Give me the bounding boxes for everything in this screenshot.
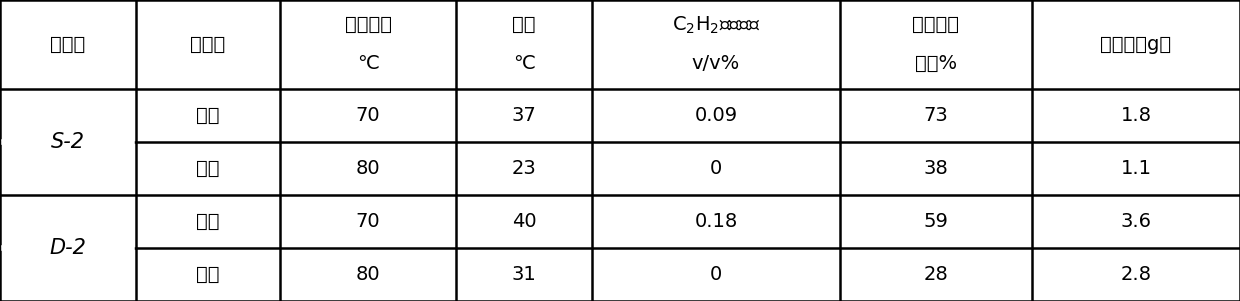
Text: 0: 0 xyxy=(709,159,722,178)
Text: 入口温度: 入口温度 xyxy=(345,15,392,34)
Text: 绿油量（g）: 绿油量（g） xyxy=(1100,35,1172,54)
Text: 一段: 一段 xyxy=(196,106,219,125)
Text: 38: 38 xyxy=(924,159,949,178)
Text: 59: 59 xyxy=(924,212,949,231)
Text: 37: 37 xyxy=(512,106,537,125)
Text: S-2: S-2 xyxy=(51,132,86,152)
Text: 2.8: 2.8 xyxy=(1121,265,1152,284)
Text: 1.8: 1.8 xyxy=(1121,106,1152,125)
Text: 0: 0 xyxy=(709,265,722,284)
Text: 80: 80 xyxy=(356,265,381,284)
Text: 28: 28 xyxy=(924,265,949,284)
Text: 反应器: 反应器 xyxy=(191,35,226,54)
Text: 3.6: 3.6 xyxy=(1121,212,1152,231)
Text: 70: 70 xyxy=(356,106,381,125)
Text: 一段: 一段 xyxy=(196,212,219,231)
Text: 40: 40 xyxy=(512,212,537,231)
Text: 温升: 温升 xyxy=(512,15,536,34)
Text: 二段: 二段 xyxy=(196,265,219,284)
Text: 0.09: 0.09 xyxy=(694,106,738,125)
Text: 二段: 二段 xyxy=(196,159,219,178)
Text: 23: 23 xyxy=(512,159,537,178)
Text: 0.18: 0.18 xyxy=(694,212,738,231)
Text: 70: 70 xyxy=(356,212,381,231)
Text: D-2: D-2 xyxy=(50,238,87,258)
Text: 催化剂: 催化剂 xyxy=(51,35,86,54)
Text: 性，%: 性，% xyxy=(915,54,957,73)
Text: $\mathrm{C_2H_2}$残余量，: $\mathrm{C_2H_2}$残余量， xyxy=(672,14,760,36)
Text: 31: 31 xyxy=(512,265,537,284)
Text: ℃: ℃ xyxy=(513,54,534,73)
Text: 1.1: 1.1 xyxy=(1121,159,1152,178)
Text: v/v%: v/v% xyxy=(692,54,740,73)
Text: 73: 73 xyxy=(924,106,949,125)
Text: 80: 80 xyxy=(356,159,381,178)
Text: 加氢选择: 加氢选择 xyxy=(913,15,960,34)
Text: ℃: ℃ xyxy=(357,54,379,73)
